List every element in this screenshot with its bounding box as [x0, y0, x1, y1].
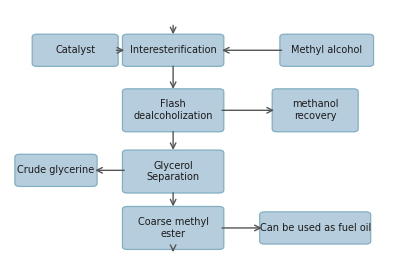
FancyBboxPatch shape [280, 34, 374, 66]
FancyBboxPatch shape [122, 34, 224, 66]
Text: Coarse methyl
ester: Coarse methyl ester [138, 217, 209, 239]
FancyBboxPatch shape [122, 89, 224, 132]
FancyBboxPatch shape [15, 154, 97, 186]
Text: Methyl alcohol: Methyl alcohol [291, 45, 362, 55]
Text: methanol
recovery: methanol recovery [292, 99, 338, 121]
Text: Interesterification: Interesterification [130, 45, 216, 55]
FancyBboxPatch shape [122, 150, 224, 193]
Text: Can be used as fuel oil: Can be used as fuel oil [260, 223, 371, 233]
Text: Catalyst: Catalyst [55, 45, 95, 55]
FancyBboxPatch shape [272, 89, 358, 132]
Text: Crude glycerine: Crude glycerine [17, 165, 95, 175]
Text: Glycerol
Separation: Glycerol Separation [146, 161, 200, 182]
FancyBboxPatch shape [32, 34, 118, 66]
Text: Flash
dealcoholization: Flash dealcoholization [133, 99, 213, 121]
FancyBboxPatch shape [260, 212, 371, 244]
FancyBboxPatch shape [122, 206, 224, 250]
